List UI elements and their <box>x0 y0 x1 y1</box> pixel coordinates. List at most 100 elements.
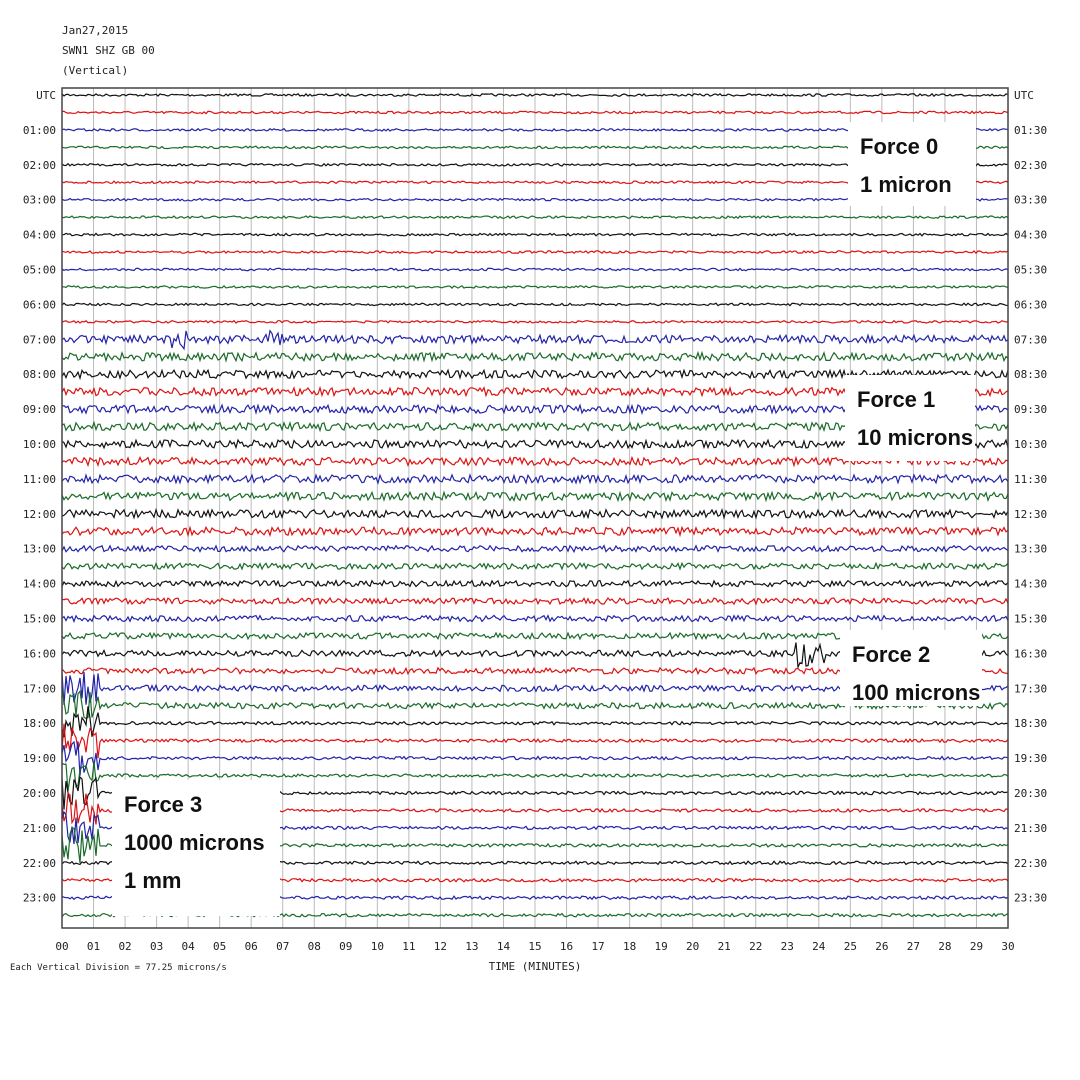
right-time-label: 22:30 <box>1014 857 1047 870</box>
x-tick-label: 11 <box>402 940 415 953</box>
left-time-label: 22:00 <box>23 857 56 870</box>
left-time-label: 20:00 <box>23 787 56 800</box>
annotation-box <box>840 630 982 706</box>
left-time-label: 14:00 <box>23 578 56 591</box>
left-time-label: 11:00 <box>23 473 56 486</box>
left-time-label: 01:00 <box>23 124 56 137</box>
x-tick-label: 04 <box>182 940 196 953</box>
right-time-label: 11:30 <box>1014 473 1047 486</box>
left-time-label: 03:00 <box>23 194 56 207</box>
left-time-label: 13:00 <box>23 543 56 556</box>
trace <box>61 507 1009 520</box>
x-tick-label: 18 <box>623 940 636 953</box>
right-time-label: 13:30 <box>1014 543 1047 556</box>
annotation-text: 1 micron <box>860 172 952 197</box>
left-time-label: 02:00 <box>23 159 56 172</box>
annotation-text: 100 microns <box>852 680 980 705</box>
left-time-label: 10:00 <box>23 438 56 451</box>
annotation-text: 1000 microns <box>124 830 265 855</box>
right-time-label: 08:30 <box>1014 368 1047 381</box>
trace <box>61 92 1009 98</box>
right-time-label: 04:30 <box>1014 229 1047 242</box>
right-time-label: 07:30 <box>1014 333 1047 346</box>
x-tick-label: 17 <box>591 940 604 953</box>
left-time-label: 06:00 <box>23 298 56 311</box>
x-tick-label: 21 <box>718 940 731 953</box>
annotation-text: Force 2 <box>852 642 930 667</box>
x-axis-title: TIME (MINUTES) <box>489 960 582 973</box>
x-tick-label: 16 <box>560 940 573 953</box>
trace <box>61 740 1009 776</box>
right-time-label: 14:30 <box>1014 578 1047 591</box>
trace <box>61 561 1009 571</box>
x-tick-label: 19 <box>655 940 668 953</box>
x-tick-label: 15 <box>528 940 541 953</box>
right-time-label: 18:30 <box>1014 717 1047 730</box>
trace <box>61 319 1009 324</box>
x-tick-label: 26 <box>875 940 888 953</box>
footer: Each Vertical Division = 77.25 microns/s <box>10 963 227 973</box>
trace <box>61 232 1009 237</box>
annotation-text: Force 0 <box>860 134 938 159</box>
left-time-label: 23:00 <box>23 892 56 905</box>
x-tick-label: 03 <box>150 940 163 953</box>
right-time-label: UTC <box>1014 89 1034 102</box>
left-time-label: 05:00 <box>23 264 56 277</box>
x-tick-label: 27 <box>907 940 920 953</box>
x-tick-label: 29 <box>970 940 983 953</box>
trace <box>61 250 1009 255</box>
annotation-text: 1 mm <box>124 868 181 893</box>
annotation-text: 10 microns <box>857 425 973 450</box>
x-tick-label: 30 <box>1001 940 1014 953</box>
annotation-box <box>845 375 975 461</box>
left-time-label: 12:00 <box>23 508 56 521</box>
x-tick-label: 22 <box>749 940 762 953</box>
annotation-box <box>112 780 280 916</box>
x-tick-label: 05 <box>213 940 226 953</box>
right-time-label: 06:30 <box>1014 298 1047 311</box>
left-time-label: 09:00 <box>23 403 56 416</box>
x-tick-label: 14 <box>497 940 511 953</box>
right-time-label: 16:30 <box>1014 647 1047 660</box>
trace <box>61 215 1009 220</box>
x-tick-label: 02 <box>118 940 131 953</box>
x-tick-label: 08 <box>308 940 321 953</box>
trace <box>61 490 1009 503</box>
trace <box>61 525 1009 538</box>
right-time-label: 23:30 <box>1014 892 1047 905</box>
left-time-label: 19:00 <box>23 752 56 765</box>
left-time-label: 07:00 <box>23 333 56 346</box>
trace <box>61 544 1009 554</box>
x-tick-label: 20 <box>686 940 699 953</box>
x-tick-label: 23 <box>781 940 794 953</box>
trace <box>61 761 1009 791</box>
right-time-label: 03:30 <box>1014 194 1047 207</box>
left-time-label: 18:00 <box>23 717 56 730</box>
x-tick-label: 07 <box>276 940 289 953</box>
trace <box>61 350 1009 363</box>
right-time-label: 17:30 <box>1014 682 1047 695</box>
header-station: SWN1 SHZ GB 00 <box>62 44 155 57</box>
trace <box>61 473 1009 485</box>
trace <box>61 723 1009 759</box>
annotation-text: Force 1 <box>857 387 935 412</box>
x-tick-label: 10 <box>371 940 384 953</box>
right-time-label: 10:30 <box>1014 438 1047 451</box>
plot-frame <box>61 87 1009 929</box>
trace <box>61 579 1009 588</box>
annotation-box <box>848 122 976 206</box>
left-time-label: 17:00 <box>23 682 56 695</box>
x-tick-label: 13 <box>465 940 478 953</box>
trace <box>61 284 1009 289</box>
x-tick-label: 00 <box>55 940 68 953</box>
right-time-label: 09:30 <box>1014 403 1047 416</box>
left-time-label: 08:00 <box>23 368 56 381</box>
trace <box>61 706 1009 738</box>
header-component: (Vertical) <box>62 64 128 77</box>
x-tick-label: 24 <box>812 940 826 953</box>
right-time-label: 21:30 <box>1014 822 1047 835</box>
right-time-label: 20:30 <box>1014 787 1047 800</box>
header-date: Jan27,2015 <box>62 24 128 37</box>
trace <box>61 302 1009 307</box>
